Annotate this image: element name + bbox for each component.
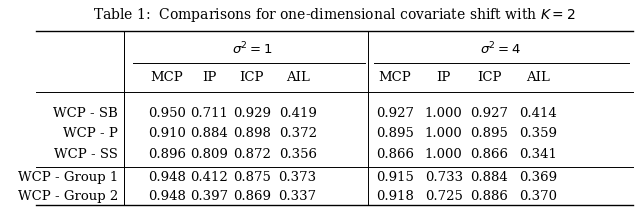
Text: WCP - SS: WCP - SS — [54, 148, 118, 161]
Text: 0.711: 0.711 — [191, 107, 228, 120]
Text: 0.872: 0.872 — [233, 148, 271, 161]
Text: ICP: ICP — [240, 71, 264, 84]
Text: 0.359: 0.359 — [519, 127, 557, 140]
Text: 0.369: 0.369 — [519, 171, 557, 184]
Text: ICP: ICP — [477, 71, 502, 84]
Text: 0.372: 0.372 — [278, 127, 317, 140]
Text: 0.948: 0.948 — [148, 190, 186, 203]
Text: WCP - SB: WCP - SB — [53, 107, 118, 120]
Text: $\sigma^2 = 4$: $\sigma^2 = 4$ — [479, 40, 521, 57]
Text: $\sigma^2 = 1$: $\sigma^2 = 1$ — [232, 40, 273, 57]
Text: 0.733: 0.733 — [425, 171, 463, 184]
Text: IP: IP — [202, 71, 216, 84]
Text: 0.884: 0.884 — [470, 171, 508, 184]
Text: 0.370: 0.370 — [519, 190, 557, 203]
Text: 0.341: 0.341 — [519, 148, 557, 161]
Text: 0.884: 0.884 — [191, 127, 228, 140]
Text: 0.356: 0.356 — [278, 148, 317, 161]
Text: WCP - P: WCP - P — [63, 127, 118, 140]
Text: 0.895: 0.895 — [470, 127, 508, 140]
Text: 0.886: 0.886 — [470, 190, 508, 203]
Text: WCP - Group 1: WCP - Group 1 — [18, 171, 118, 184]
Text: 0.948: 0.948 — [148, 171, 186, 184]
Text: 0.869: 0.869 — [233, 190, 271, 203]
Text: 0.950: 0.950 — [148, 107, 186, 120]
Text: 0.419: 0.419 — [278, 107, 317, 120]
Text: 0.898: 0.898 — [233, 127, 271, 140]
Text: IP: IP — [436, 71, 451, 84]
Text: 0.866: 0.866 — [376, 148, 414, 161]
Text: 1.000: 1.000 — [425, 127, 463, 140]
Text: 0.725: 0.725 — [425, 190, 463, 203]
Text: Table 1:  Comparisons for one-dimensional covariate shift with $K = 2$: Table 1: Comparisons for one-dimensional… — [93, 6, 575, 24]
Text: 0.895: 0.895 — [376, 127, 414, 140]
Text: MCP: MCP — [150, 71, 183, 84]
Text: 0.875: 0.875 — [233, 171, 271, 184]
Text: 0.927: 0.927 — [376, 107, 414, 120]
Text: 0.896: 0.896 — [148, 148, 186, 161]
Text: 0.373: 0.373 — [278, 171, 317, 184]
Text: 0.412: 0.412 — [191, 171, 228, 184]
Text: 1.000: 1.000 — [425, 148, 463, 161]
Text: WCP - Group 2: WCP - Group 2 — [18, 190, 118, 203]
Text: AIL: AIL — [285, 71, 310, 84]
Text: 0.918: 0.918 — [376, 190, 414, 203]
Text: 1.000: 1.000 — [425, 107, 463, 120]
Text: 0.866: 0.866 — [470, 148, 508, 161]
Text: 0.337: 0.337 — [278, 190, 317, 203]
Text: 0.910: 0.910 — [148, 127, 186, 140]
Text: 0.414: 0.414 — [519, 107, 557, 120]
Text: AIL: AIL — [526, 71, 550, 84]
Text: MCP: MCP — [379, 71, 412, 84]
Text: 0.929: 0.929 — [233, 107, 271, 120]
Text: 0.915: 0.915 — [376, 171, 414, 184]
Text: 0.927: 0.927 — [470, 107, 508, 120]
Text: 0.809: 0.809 — [191, 148, 228, 161]
Text: 0.397: 0.397 — [190, 190, 228, 203]
